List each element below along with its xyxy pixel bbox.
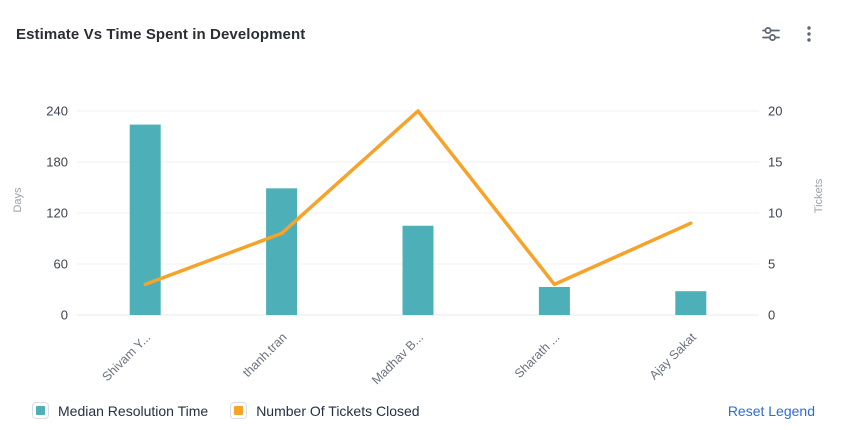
card-header: Estimate Vs Time Spent in Development (16, 20, 823, 48)
chart-settings-button[interactable] (757, 20, 785, 48)
card-footer: Median Resolution Time Number Of Tickets… (0, 402, 841, 419)
x-axis-category-label: Sharath ... (512, 330, 563, 381)
legend-label: Number Of Tickets Closed (256, 402, 420, 419)
legend-label: Median Resolution Time (58, 402, 209, 419)
right-axis-tick-label: 20 (768, 104, 782, 119)
left-axis-tick-label: 240 (46, 104, 68, 119)
right-axis-title: Tickets (813, 178, 825, 213)
bar-median-resolution-time[interactable] (538, 286, 570, 315)
legend-item-median-resolution-time[interactable]: Median Resolution Time (32, 402, 208, 419)
left-axis-tick-label: 0 (61, 308, 68, 323)
header-actions (757, 20, 823, 48)
right-axis-tick-label: 10 (768, 206, 782, 221)
chart-more-menu-button[interactable] (795, 20, 823, 48)
line-number-of-tickets-closed[interactable] (143, 109, 693, 287)
right-axis-tick-label: 5 (768, 257, 775, 272)
bar-median-resolution-time[interactable] (402, 225, 434, 315)
x-axis-category-label: thanh.tran (240, 330, 290, 380)
reset-legend-link[interactable]: Reset Legend (727, 402, 815, 419)
legend-item-number-of-tickets-closed[interactable]: Number Of Tickets Closed (230, 402, 420, 419)
right-axis-tick-label: 15 (768, 155, 782, 170)
page-title: Estimate Vs Time Spent in Development (16, 25, 306, 43)
bar-median-resolution-time[interactable] (129, 124, 161, 315)
right-axis-tick-label: 0 (768, 308, 775, 323)
x-axis-category-label: Shivam Y... (100, 330, 154, 384)
x-axis-category-label: Ajay Sakat (647, 330, 700, 383)
kebab-menu-icon (807, 26, 811, 42)
x-axis-category-label: Madhav B... (369, 330, 426, 387)
left-axis-title: Days (12, 187, 24, 213)
sliders-icon (762, 27, 780, 41)
legend-swatch-bar (32, 402, 49, 419)
left-axis-tick-label: 120 (46, 206, 68, 221)
legend: Median Resolution Time Number Of Tickets… (32, 402, 420, 419)
bar-median-resolution-time[interactable] (675, 291, 707, 315)
bar-median-resolution-time[interactable] (266, 188, 298, 315)
left-axis-tick-label: 180 (46, 155, 68, 170)
legend-swatch-line (230, 402, 248, 419)
left-axis-tick-label: 60 (54, 257, 68, 272)
